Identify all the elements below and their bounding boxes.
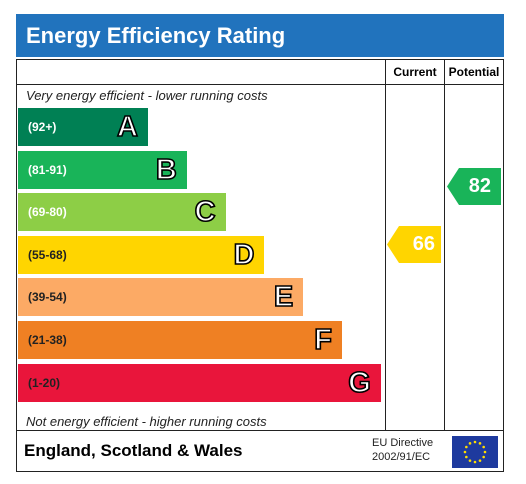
- current-column-header: Current: [393, 65, 437, 79]
- eu-directive: EU Directive 2002/91/EC: [372, 436, 448, 464]
- page-title: Energy Efficiency Rating: [16, 14, 504, 57]
- band-range: (81-91): [28, 162, 67, 177]
- eu-directive-line1: EU Directive: [372, 437, 434, 449]
- band-range: (55-68): [28, 247, 67, 262]
- band-letter: B: [155, 153, 178, 187]
- band-a: (92+) A: [18, 108, 148, 146]
- band-letter: G: [347, 366, 371, 400]
- band-range: (21-38): [28, 333, 67, 347]
- current-arrow-shape: [387, 226, 441, 263]
- band-range: (1-20): [28, 375, 61, 390]
- region-label: England, Scotland & Wales: [24, 441, 243, 460]
- band-range: (39-54): [28, 290, 67, 305]
- band-letter: E: [273, 281, 294, 315]
- potential-arrow-shape: [447, 168, 501, 205]
- band-range: (92+): [28, 120, 57, 134]
- header-divider: [17, 84, 503, 85]
- eu-stars: [463, 440, 487, 464]
- band-f: (21-38) F: [18, 321, 342, 359]
- potential-column-header: Potential: [448, 65, 500, 79]
- band-c: (69-80) C: [18, 193, 226, 232]
- band-b: (81-91) B: [18, 150, 187, 189]
- column-divider-current: [385, 60, 386, 430]
- rating-table: [16, 59, 504, 472]
- band-letter: A: [116, 110, 139, 144]
- band-d: (55-68) D: [18, 235, 265, 274]
- band-letter: C: [194, 195, 217, 229]
- band-range: (69-80): [28, 205, 67, 220]
- potential-rating-arrow: 82: [447, 168, 501, 205]
- footer-divider: [17, 430, 503, 431]
- band-letter: D: [233, 238, 256, 272]
- eu-directive-line2: 2002/91/EC: [372, 451, 431, 463]
- top-caption: Very energy efficient - lower running co…: [26, 88, 268, 103]
- bottom-caption: Not energy efficient - higher running co…: [26, 414, 267, 429]
- band-g: (1-20) G: [18, 363, 381, 402]
- current-rating-value: 66: [412, 233, 435, 255]
- band-letter: F: [313, 323, 332, 357]
- eu-flag-icon: [452, 436, 498, 468]
- column-divider-potential: [444, 60, 445, 430]
- current-rating-arrow: 66: [387, 226, 441, 263]
- potential-rating-value: 82: [468, 175, 491, 197]
- band-e: (39-54) E: [18, 278, 304, 317]
